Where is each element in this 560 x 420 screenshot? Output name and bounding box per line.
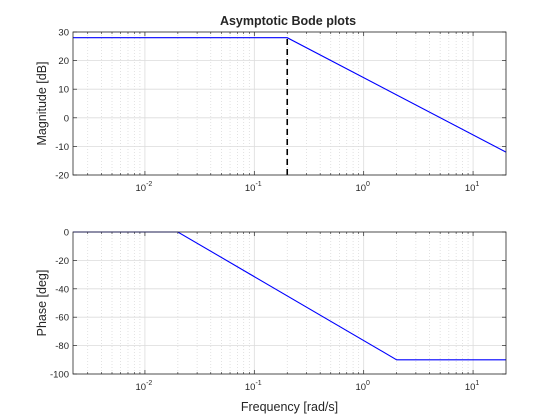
y-tick-label: -20 <box>55 256 69 267</box>
y-tick-label: -100 <box>50 370 69 381</box>
y-tick-label: 20 <box>58 56 69 67</box>
axes-frame <box>72 231 507 375</box>
y-tick-label: -40 <box>55 284 69 295</box>
plot-area <box>73 32 506 175</box>
y-tick-label: 0 <box>64 113 69 124</box>
x-tick-label: 101 <box>465 181 480 194</box>
plot-area <box>73 232 506 374</box>
x-tick-label: 10-2 <box>136 380 153 393</box>
axes-frame <box>72 31 507 176</box>
y-tick-label: -60 <box>55 313 69 324</box>
y-tick-label: -20 <box>55 171 69 182</box>
y-axis-label: Phase [deg] <box>35 270 49 337</box>
x-tick-label: 100 <box>355 380 370 393</box>
x-tick-label: 10-1 <box>245 181 262 194</box>
x-tick-label: 101 <box>465 380 480 393</box>
y-tick-label: 0 <box>64 228 69 239</box>
x-axis-label: Frequency [rad/s] <box>241 400 338 414</box>
y-axis-label: Magnitude [dB] <box>35 61 49 145</box>
y-tick-label: -80 <box>55 341 69 352</box>
x-tick-label: 10-1 <box>245 380 262 393</box>
series-line-magnitude <box>73 37 507 153</box>
x-tick-label: 100 <box>355 181 370 194</box>
y-tick-label: -10 <box>55 142 69 153</box>
figure-title: Asymptotic Bode plots <box>220 14 356 28</box>
x-tick-label: 10-2 <box>136 181 153 194</box>
axes-magnitude: -20 -10 0 10 20 30 10-2 10-1 100 101 Magnitude [dB… <box>35 28 507 194</box>
y-tick-label: 10 <box>58 85 69 96</box>
y-tick-label: 30 <box>58 28 69 39</box>
axes-phase: -100 -80 -60 -40 -20 0 10-2 10-1 100 101 Phase [de… <box>35 228 507 414</box>
